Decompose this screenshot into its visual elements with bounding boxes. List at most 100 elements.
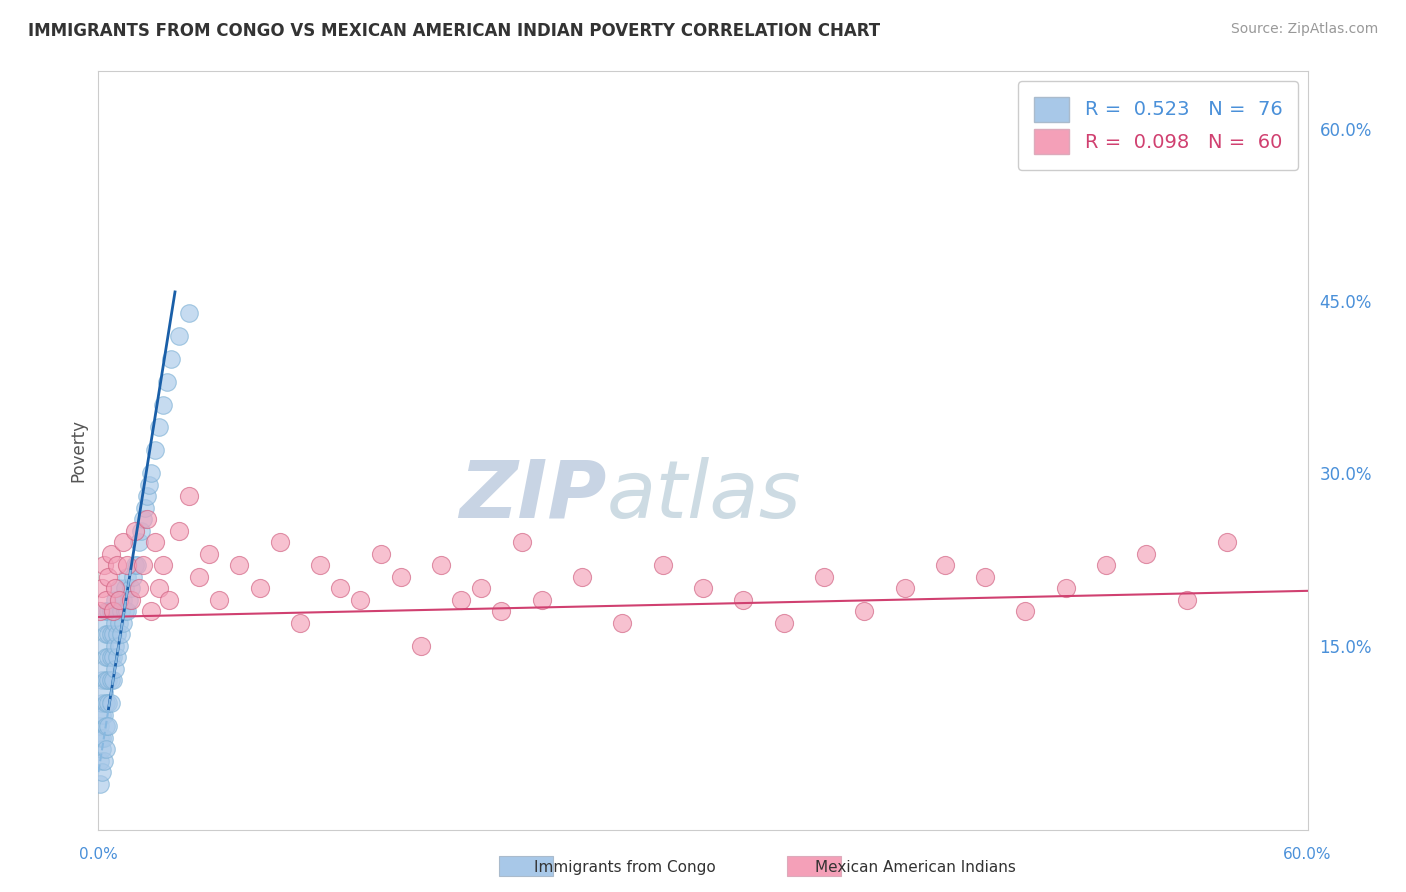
- Point: [107, 592, 129, 607]
- Point: [91, 696, 114, 710]
- Point: [114, 604, 136, 618]
- Point: [93, 639, 115, 653]
- Text: IMMIGRANTS FROM CONGO VS MEXICAN AMERICAN INDIAN POVERTY CORRELATION CHART: IMMIGRANTS FROM CONGO VS MEXICAN AMERICA…: [28, 22, 880, 40]
- Point: [100, 604, 122, 618]
- Point: [89, 776, 111, 790]
- Point: [167, 524, 190, 538]
- Point: [179, 305, 201, 319]
- Point: [105, 650, 128, 665]
- Point: [96, 719, 118, 733]
- Point: [129, 524, 152, 538]
- Point: [148, 582, 170, 596]
- Point: [370, 547, 392, 561]
- Y-axis label: Poverty: Poverty: [69, 419, 87, 482]
- Point: [89, 731, 111, 745]
- Point: [89, 604, 111, 618]
- Point: [93, 615, 115, 630]
- Point: [101, 627, 124, 641]
- Legend: R =  0.523   N =  76, R =  0.098   N =  60: R = 0.523 N = 76, R = 0.098 N = 60: [1018, 81, 1298, 170]
- Point: [100, 696, 122, 710]
- Point: [105, 627, 128, 641]
- Point: [101, 673, 124, 688]
- Point: [91, 731, 114, 745]
- Point: [120, 582, 142, 596]
- Point: [156, 375, 179, 389]
- Point: [143, 443, 166, 458]
- Point: [450, 592, 472, 607]
- Point: [491, 604, 513, 618]
- Point: [110, 627, 132, 641]
- Point: [135, 512, 157, 526]
- Point: [134, 500, 156, 515]
- Point: [97, 719, 120, 733]
- Point: [124, 558, 146, 573]
- Point: [96, 742, 118, 756]
- Point: [93, 731, 115, 745]
- Point: [135, 490, 157, 504]
- Point: [893, 582, 915, 596]
- Point: [139, 467, 162, 481]
- Point: [152, 558, 174, 573]
- Point: [157, 592, 180, 607]
- Point: [97, 650, 120, 665]
- Point: [96, 627, 118, 641]
- Point: [228, 558, 250, 573]
- Point: [91, 707, 114, 722]
- Point: [101, 650, 124, 665]
- Text: Immigrants from Congo: Immigrants from Congo: [534, 860, 716, 874]
- Point: [1175, 592, 1198, 607]
- Point: [692, 582, 714, 596]
- Text: Mexican American Indians: Mexican American Indians: [815, 860, 1017, 874]
- Point: [100, 650, 122, 665]
- Point: [309, 558, 332, 573]
- Text: 60.0%: 60.0%: [1284, 847, 1331, 862]
- Point: [96, 673, 118, 688]
- Point: [107, 615, 129, 630]
- Point: [772, 615, 794, 630]
- Point: [124, 524, 146, 538]
- Point: [96, 604, 118, 618]
- Point: [97, 627, 120, 641]
- Point: [813, 570, 835, 584]
- Point: [93, 754, 115, 768]
- Point: [167, 328, 190, 343]
- Point: [132, 558, 155, 573]
- Point: [93, 558, 115, 573]
- FancyBboxPatch shape: [787, 856, 841, 876]
- Point: [91, 673, 114, 688]
- Point: [853, 604, 876, 618]
- Point: [107, 582, 129, 596]
- Point: [125, 558, 148, 573]
- Text: atlas: atlas: [606, 457, 801, 535]
- Point: [733, 592, 755, 607]
- Point: [103, 592, 125, 607]
- Point: [103, 582, 125, 596]
- Point: [329, 582, 352, 596]
- Point: [101, 604, 124, 618]
- Point: [111, 615, 134, 630]
- Point: [111, 535, 134, 549]
- FancyBboxPatch shape: [499, 856, 553, 876]
- Point: [143, 535, 166, 549]
- Point: [152, 397, 174, 411]
- Point: [269, 535, 291, 549]
- Point: [97, 696, 120, 710]
- Point: [93, 684, 115, 698]
- Point: [208, 592, 231, 607]
- Point: [349, 592, 371, 607]
- Point: [120, 592, 142, 607]
- Point: [115, 570, 138, 584]
- Point: [91, 742, 114, 756]
- Point: [121, 570, 143, 584]
- Point: [612, 615, 634, 630]
- Text: 0.0%: 0.0%: [79, 847, 118, 862]
- Point: [89, 754, 111, 768]
- Point: [111, 592, 134, 607]
- Point: [118, 592, 141, 607]
- Text: Source: ZipAtlas.com: Source: ZipAtlas.com: [1230, 22, 1378, 37]
- Point: [160, 351, 183, 366]
- Point: [288, 615, 311, 630]
- Point: [188, 570, 211, 584]
- Point: [1095, 558, 1118, 573]
- Point: [100, 627, 122, 641]
